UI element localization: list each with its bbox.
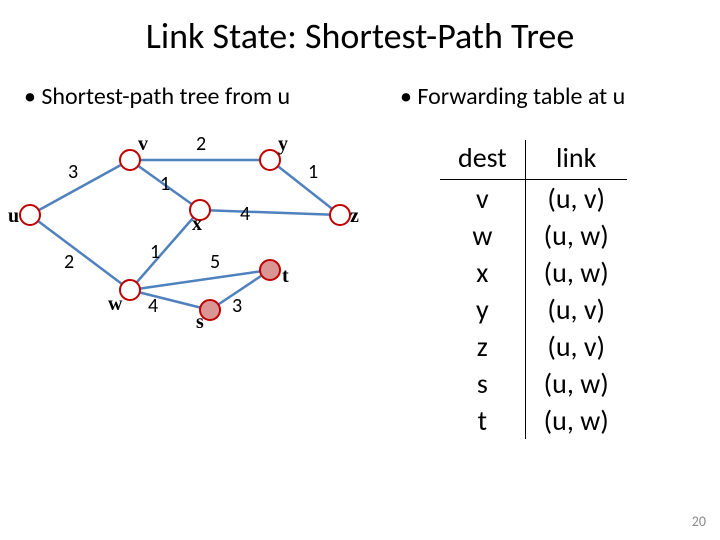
graph-node-y	[260, 150, 280, 170]
table-cell: s	[440, 365, 525, 402]
edge-weight: 5	[210, 250, 220, 274]
edge-weight: 1	[308, 160, 318, 184]
table-cell: z	[440, 328, 525, 365]
edge-weight: 3	[68, 160, 78, 184]
table-cell: (u, w)	[525, 365, 627, 402]
table-cell: (u, v)	[525, 291, 627, 328]
edge-weight: 3	[232, 294, 242, 318]
graph-node-label-s: s	[196, 311, 204, 333]
edge-weight: 4	[148, 294, 158, 318]
table-cell: (u, w)	[525, 217, 627, 254]
table-row: z(u, v)	[440, 328, 627, 365]
graph-node-z	[330, 205, 350, 225]
graph-node-label-y: y	[278, 133, 288, 155]
forwarding-table: dest link v(u, v)w(u, w)x(u, w)y(u, v)z(…	[440, 140, 627, 439]
bullet-shortest-path: Shortest-path tree from u	[24, 82, 290, 111]
table-cell: x	[440, 254, 525, 291]
table-row: y(u, v)	[440, 291, 627, 328]
graph-edge	[130, 270, 270, 290]
graph-node-v	[120, 150, 140, 170]
graph-node-t	[260, 260, 280, 280]
table-cell: (u, v)	[525, 180, 627, 218]
slide-number: 20	[692, 513, 706, 530]
graph-node-label-v: v	[138, 133, 148, 155]
graph-node-u	[20, 205, 40, 225]
table-header-dest: dest	[440, 140, 525, 180]
graph-node-w	[120, 280, 140, 300]
graph-edge	[130, 210, 200, 290]
table-cell: t	[440, 402, 525, 439]
table-cell: w	[440, 217, 525, 254]
bullet-forwarding: Forwarding table at u	[400, 82, 625, 111]
table-row: x(u, w)	[440, 254, 627, 291]
graph-edge	[270, 160, 340, 215]
graph-edge	[30, 215, 130, 290]
graph-node-label-w: w	[108, 293, 123, 315]
edge-weight: 2	[64, 250, 74, 274]
table-cell: (u, w)	[525, 402, 627, 439]
graph-edge	[30, 160, 130, 215]
graph-edge	[200, 210, 340, 215]
table-row: t(u, w)	[440, 402, 627, 439]
graph-node-label-t: t	[282, 265, 289, 287]
table-cell: (u, v)	[525, 328, 627, 365]
table-row: w(u, w)	[440, 217, 627, 254]
table-header-link: link	[525, 140, 627, 180]
table-row: v(u, v)	[440, 180, 627, 218]
edge-weight: 1	[150, 240, 160, 264]
graph-edge	[130, 290, 210, 310]
edge-weight: 2	[196, 132, 206, 156]
graph-node-label-z: z	[350, 205, 359, 227]
table-cell: y	[440, 291, 525, 328]
edge-weight: 1	[160, 172, 170, 196]
table-cell: v	[440, 180, 525, 218]
table-cell: (u, w)	[525, 254, 627, 291]
page-title: Link State: Shortest-Path Tree	[0, 14, 720, 58]
graph-node-label-x: x	[192, 213, 202, 235]
edge-weight: 4	[240, 202, 250, 226]
table-row: s(u, w)	[440, 365, 627, 402]
shortest-path-tree-graph: 3221141543 uvwxyzts	[0, 120, 380, 380]
graph-node-label-u: u	[8, 205, 19, 227]
